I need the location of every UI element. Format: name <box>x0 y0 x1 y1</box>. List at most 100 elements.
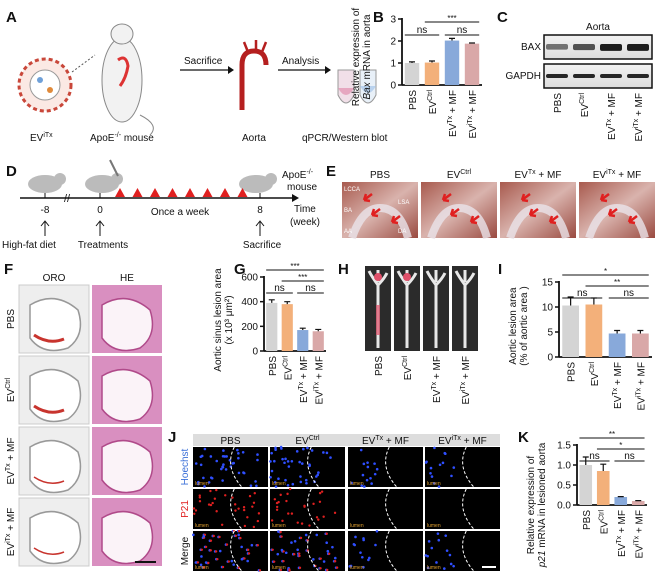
nucleus <box>302 447 305 451</box>
he-lumen <box>101 368 154 423</box>
significance-label: ** <box>614 278 620 287</box>
nucleus <box>290 459 294 463</box>
nucleus <box>370 482 373 485</box>
label-superscript: Tx <box>431 381 438 389</box>
time-axis-unit: (week) <box>290 217 320 228</box>
p21-signal <box>319 567 322 570</box>
lumen-border <box>230 446 243 488</box>
p21-signal <box>246 548 250 552</box>
y-tick-label: 400 <box>241 297 258 308</box>
p21-signal <box>273 498 277 501</box>
p21-signal <box>280 535 283 538</box>
nucleus <box>433 446 436 450</box>
lumen-border <box>385 446 398 488</box>
nucleus <box>287 465 291 468</box>
significance-label: ns <box>457 25 468 36</box>
nucleus <box>304 478 308 482</box>
p21-signal <box>192 507 196 510</box>
caption-high-fat-diet: High-fat diet <box>2 240 56 251</box>
apoe-mouse-label: ApoE-/- mouse <box>90 132 154 144</box>
step-sacrifice-label: Sacrifice <box>184 56 223 67</box>
label-suffix: + MF <box>6 438 17 464</box>
mouse-icon <box>101 23 154 136</box>
label-suffix: + MF <box>461 356 472 382</box>
nucleus <box>361 473 365 477</box>
y-tick-label: 10 <box>542 303 554 314</box>
nucleus <box>299 480 303 484</box>
p21-signal <box>213 497 217 500</box>
significance-label: ns <box>305 283 316 294</box>
label-base: PBS <box>268 356 279 376</box>
nucleus <box>218 549 222 553</box>
nucleus <box>312 558 315 561</box>
nucleus <box>436 532 440 535</box>
p21-signal <box>252 501 256 504</box>
aorta-tissue <box>454 270 476 348</box>
y-tick-label: 2 <box>390 37 396 48</box>
label-base: PBS <box>374 356 385 376</box>
label-suffix: + MF <box>634 93 645 119</box>
row-label: PBS <box>6 309 17 329</box>
injection-marker <box>115 188 125 197</box>
p21-signal <box>275 505 279 509</box>
injection-marker <box>132 188 143 197</box>
nucleus <box>255 484 258 488</box>
label-base: EV <box>314 391 325 405</box>
label-superscript: iTx <box>606 169 616 176</box>
red-arrow-icon <box>362 193 373 203</box>
bar <box>614 497 628 505</box>
p21-signal <box>318 491 322 495</box>
nucleus <box>279 445 283 449</box>
lumen-label: lumen <box>272 565 286 571</box>
lumen-border <box>462 530 475 572</box>
nucleus <box>305 481 308 485</box>
p21-signal <box>282 559 285 563</box>
blot-row-bax: BAX <box>521 42 541 53</box>
nucleus <box>444 452 447 456</box>
nucleus <box>315 533 319 537</box>
oro-lipid-stain <box>33 404 65 414</box>
label-base: EV <box>438 436 452 447</box>
nucleus <box>250 543 254 547</box>
nucleus <box>424 554 428 557</box>
aorta-vessel <box>348 203 412 240</box>
row-label-p21: P21 <box>180 500 191 518</box>
p21-signal <box>216 557 219 561</box>
p21-signal <box>220 523 224 526</box>
nucleus <box>452 466 456 469</box>
injection-marker <box>167 188 178 197</box>
nucleus <box>291 482 295 486</box>
oro-lipid-stain <box>33 333 65 343</box>
y-axis-label: Relative expression of <box>526 456 537 555</box>
nucleus <box>215 459 219 463</box>
p21-signal <box>325 532 328 535</box>
significance-label: *** <box>298 273 307 282</box>
y-axis-label: Aortic sinus lesion area <box>213 268 224 372</box>
red-arrow-icon <box>520 193 531 203</box>
error-bar <box>637 329 644 334</box>
nucleus <box>349 564 353 568</box>
lumen-border <box>230 530 243 572</box>
nucleus <box>249 484 253 488</box>
panel-label-d: D <box>6 163 17 180</box>
nucleus <box>237 533 240 537</box>
nucleus <box>283 461 286 465</box>
nucleus <box>207 481 211 484</box>
nucleus <box>286 460 290 463</box>
nucleus <box>270 469 274 473</box>
label-suffix: + MF <box>383 436 409 447</box>
label-suffix: + MF <box>461 436 487 447</box>
label-superscript: Ctrl <box>598 510 605 521</box>
label-superscript: Tx <box>298 381 305 389</box>
nucleus <box>435 561 438 564</box>
p21-signal <box>277 500 280 504</box>
arrow-up-icon <box>255 220 265 236</box>
nucleus <box>452 564 455 568</box>
bar <box>297 330 309 351</box>
y-tick-label: 3 <box>390 15 396 26</box>
label-base: EV <box>6 543 17 557</box>
nucleus <box>224 468 228 471</box>
